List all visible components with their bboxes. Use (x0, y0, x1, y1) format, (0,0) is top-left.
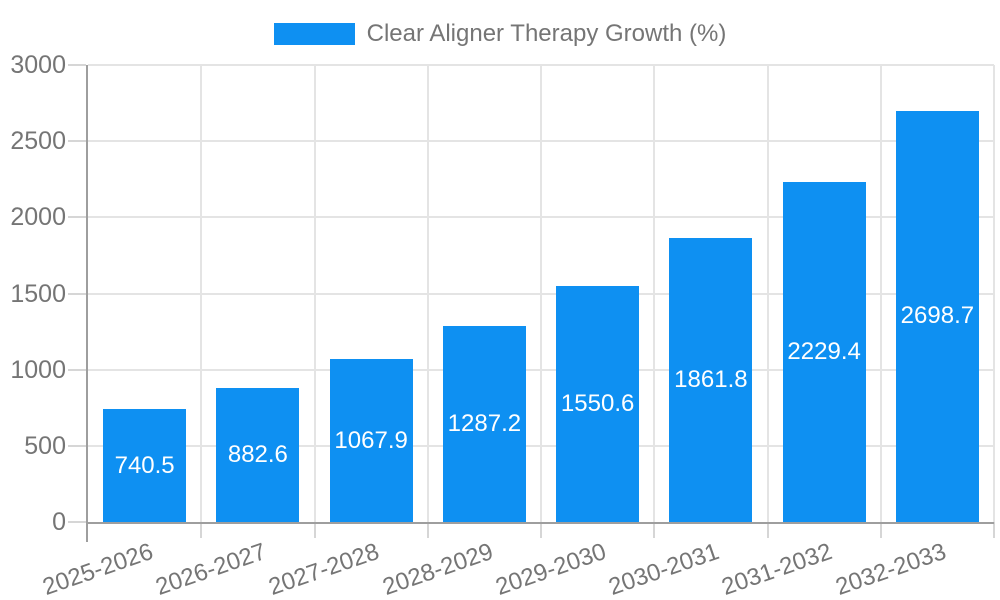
x-tick-mark (993, 522, 995, 538)
bar[interactable]: 1861.8 (669, 238, 753, 522)
y-tick-mark (68, 216, 86, 219)
y-axis-tick-label: 500 (24, 431, 66, 460)
y-tick-mark (68, 444, 86, 447)
bar[interactable]: 1067.9 (329, 359, 413, 522)
y-tick-mark (68, 368, 86, 371)
gridline-vertical (879, 65, 882, 522)
bar-value-label: 1287.2 (447, 409, 522, 437)
x-tick-mark (313, 522, 316, 538)
x-tick-mark (653, 522, 656, 538)
bar-value-label: 2698.7 (900, 302, 975, 330)
bar[interactable]: 2698.7 (895, 110, 979, 522)
y-axis-tick-label: 2000 (10, 203, 66, 232)
bar-value-label: 1067.9 (334, 426, 408, 454)
bar[interactable]: 882.6 (216, 387, 300, 522)
x-axis-line (86, 522, 994, 524)
gridline-vertical (426, 65, 429, 522)
x-axis-tick-label: 2030-2031 (605, 538, 723, 600)
x-axis-tick-label: 2032-2033 (831, 538, 950, 600)
y-tick-mark (68, 64, 86, 66)
x-axis-tick-label: 2028-2029 (378, 538, 497, 600)
y-axis-tick-label: 2500 (10, 127, 66, 156)
bar[interactable]: 740.5 (103, 409, 187, 522)
y-tick-mark (68, 521, 86, 523)
x-axis-tick-label: 2025-2026 (39, 538, 157, 600)
gridline-vertical (540, 65, 542, 522)
gridline-vertical (200, 65, 203, 522)
bar-value-label: 2229.4 (787, 338, 861, 366)
x-tick-mark (879, 522, 882, 538)
bar-value-label: 1550.6 (560, 389, 635, 417)
gridline-vertical (653, 65, 656, 522)
x-tick-mark (540, 522, 542, 538)
y-axis-tick-label: 0 (52, 508, 66, 536)
x-tick-mark (766, 522, 769, 538)
bar[interactable]: 1550.6 (556, 285, 640, 522)
bar-value-label: 882.6 (227, 440, 288, 468)
x-axis-tick-label: 2029-2030 (492, 538, 610, 600)
legend-label: Clear Aligner Therapy Growth (%) (366, 20, 727, 47)
chart-legend[interactable]: Clear Aligner Therapy Growth (%) (0, 20, 1000, 48)
gridline-vertical (313, 65, 316, 522)
x-axis-tick-label: 2031-2032 (718, 538, 836, 600)
y-axis-tick-label: 1000 (10, 355, 66, 384)
y-axis-line (86, 65, 88, 542)
y-axis-tick-label: 3000 (10, 51, 66, 79)
x-tick-mark (200, 522, 203, 538)
y-tick-mark (68, 292, 86, 295)
bar-value-label: 1861.8 (674, 366, 748, 394)
gridline-vertical (766, 65, 769, 522)
bar[interactable]: 1287.2 (442, 325, 526, 522)
x-axis-tick-label: 2026-2027 (152, 538, 270, 600)
y-tick-mark (68, 140, 86, 143)
x-axis-tick-label: 2027-2028 (265, 538, 383, 600)
y-axis-tick-label: 1500 (10, 279, 66, 308)
gridline-vertical (993, 65, 995, 522)
plot-area: 740.5 882.6 1067.9 1287.2 1550.6 1861.8 2229.4… (68, 64, 995, 542)
bar[interactable]: 2229.4 (782, 182, 866, 522)
x-tick-mark (426, 522, 429, 538)
legend-swatch (273, 23, 355, 45)
bar-value-label: 740.5 (114, 451, 175, 479)
